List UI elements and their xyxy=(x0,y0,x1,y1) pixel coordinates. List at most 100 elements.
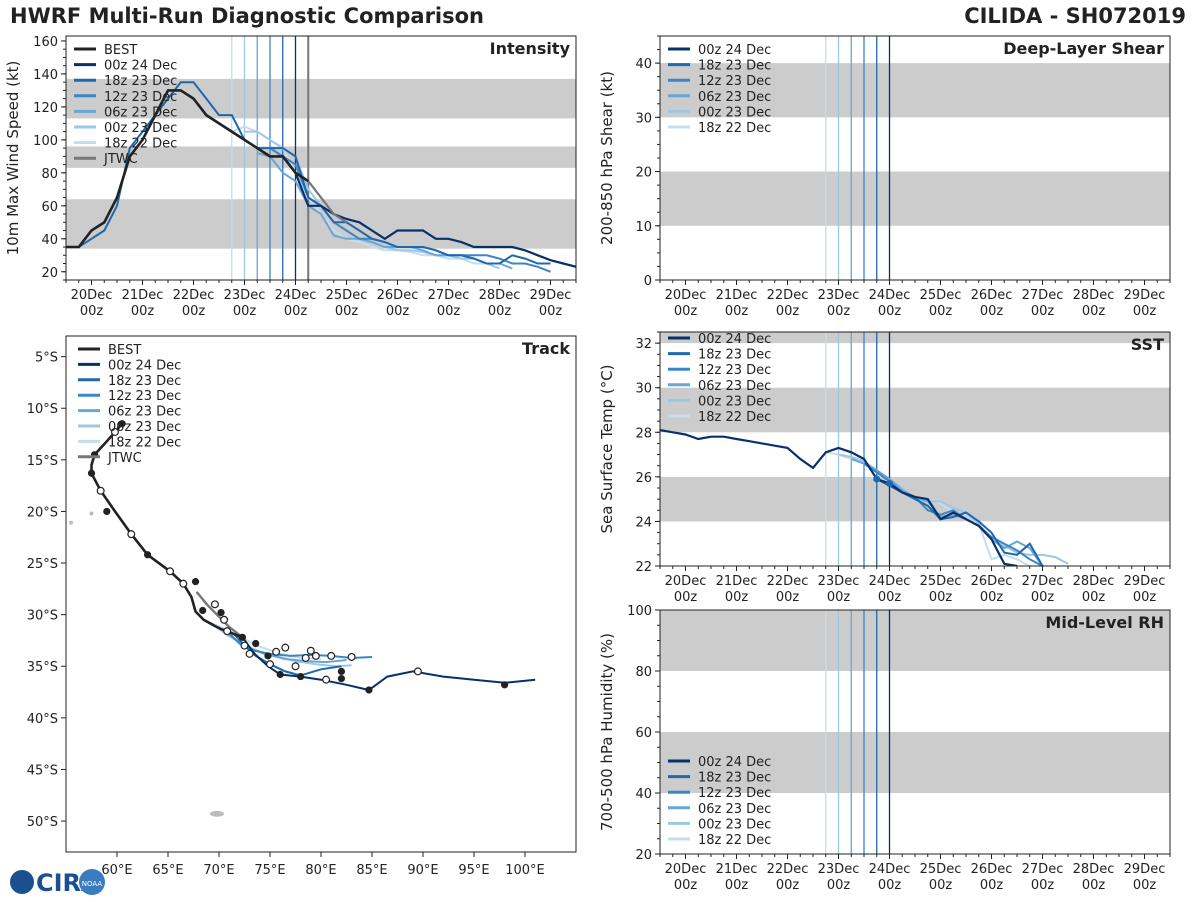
x-tick-hour: 00z xyxy=(980,878,1004,893)
y-tick-label: 40 xyxy=(41,233,58,248)
y-tick-label: 20 xyxy=(635,166,652,181)
y-tick-label: 120 xyxy=(33,101,58,116)
x-tick-hour: 00z xyxy=(1133,590,1157,605)
lat-tick-label: 5°S xyxy=(35,351,58,366)
lat-tick-label: 10°S xyxy=(27,402,58,417)
lat-tick-label: 45°S xyxy=(27,763,58,778)
x-tick-hour: 00z xyxy=(674,878,698,893)
shaded-band xyxy=(66,78,576,119)
x-tick-hour: 00z xyxy=(776,590,800,605)
track-point-open xyxy=(301,653,310,662)
x-tick-day: 20Dec xyxy=(665,862,707,877)
x-tick-hour: 00z xyxy=(386,304,410,319)
y-tick-label: 24 xyxy=(635,515,652,530)
x-tick-day: 24Dec xyxy=(869,288,911,303)
lon-tick-label: 60°E xyxy=(101,863,132,878)
y-axis-label: 10m Max Wind Speed (kt) xyxy=(4,61,22,256)
track-point-filled xyxy=(191,578,200,586)
y-tick-label: 32 xyxy=(635,337,652,352)
track-point-filled xyxy=(297,672,305,681)
y-tick-label: 100 xyxy=(627,604,652,619)
track-point-filled xyxy=(337,675,345,683)
track-point-filled xyxy=(118,420,126,428)
x-tick-day: 23Dec xyxy=(818,574,860,589)
x-tick-day: 24Dec xyxy=(869,574,911,589)
shaded-band xyxy=(660,732,1170,793)
x-tick-hour: 00z xyxy=(929,304,953,319)
x-tick-day: 26Dec xyxy=(971,574,1013,589)
series-line xyxy=(863,462,1043,566)
x-tick-hour: 00z xyxy=(1082,590,1106,605)
lon-tick-label: 95°E xyxy=(458,863,489,878)
x-tick-day: 28Dec xyxy=(1073,862,1115,877)
map-area xyxy=(69,420,536,817)
legend-label: 00z 24 Dec xyxy=(108,358,181,373)
x-tick-hour: 00z xyxy=(437,304,461,319)
track-point-open xyxy=(281,643,290,652)
panel-title: Track xyxy=(522,339,570,358)
x-tick-hour: 00z xyxy=(1133,304,1157,319)
legend-label: JTWC xyxy=(103,152,138,167)
x-tick-hour: 00z xyxy=(827,304,851,319)
plot-area xyxy=(660,332,1170,566)
y-tick-label: 20 xyxy=(41,266,58,281)
y-tick-label: 60 xyxy=(41,200,58,215)
track-point-open xyxy=(96,486,105,495)
track-point-open xyxy=(291,662,300,671)
noaa-seal-icon xyxy=(79,869,105,895)
jtwc-track xyxy=(195,591,244,639)
x-tick-day: 27Dec xyxy=(1022,574,1064,589)
panel-title: Intensity xyxy=(490,39,571,58)
y-tick-label: 80 xyxy=(41,167,58,182)
legend-label: 06z 23 Dec xyxy=(698,802,771,817)
x-tick-hour: 00z xyxy=(1031,304,1055,319)
x-tick-day: 25Dec xyxy=(920,574,962,589)
x-tick-day: 25Dec xyxy=(920,288,962,303)
y-tick-label: 160 xyxy=(33,35,58,50)
legend-label: JTWC xyxy=(107,451,142,466)
x-tick-day: 29Dec xyxy=(1124,574,1166,589)
legend-label: BEST xyxy=(108,343,141,358)
track-point-open xyxy=(272,647,281,656)
x-tick-hour: 00z xyxy=(284,304,308,319)
y-tick-label: 30 xyxy=(635,111,652,126)
x-tick-day: 22Dec xyxy=(767,862,809,877)
track-point-filled xyxy=(276,670,284,679)
track-map: 60°E 65°E 70°E 75°E 80°E 85°E 90°E 95°E 100°E 5°S… xyxy=(27,335,577,878)
track-point-open xyxy=(223,627,232,636)
x-tick-day: 21Dec xyxy=(716,862,758,877)
legend-label: 18z 22 Dec xyxy=(698,121,771,136)
x-tick-day: 28Dec xyxy=(1073,288,1115,303)
y-tick-label: 60 xyxy=(635,726,652,741)
legend-label: 12z 23 Dec xyxy=(698,363,771,378)
track-point-open xyxy=(245,649,254,658)
series-line xyxy=(660,429,1018,566)
legend-label: 12z 23 Dec xyxy=(108,389,181,404)
y-axis-label: 700-500 hPa Humidity (%) xyxy=(600,633,616,831)
x-tick-hour: 00z xyxy=(182,304,206,319)
track-point-filled xyxy=(501,681,509,689)
cira-logo: CIRA NOAA xyxy=(6,866,106,898)
track-point-filled xyxy=(103,507,111,516)
lon-tick-label: 65°E xyxy=(152,863,183,878)
y-tick-label: 140 xyxy=(33,68,58,83)
x-tick-hour: 00z xyxy=(878,590,902,605)
y-tick-label: 28 xyxy=(635,426,652,441)
lon-tick-label: 100°E xyxy=(505,863,545,878)
legend-label: 06z 23 Dec xyxy=(698,90,771,105)
legend-label: 06z 23 Dec xyxy=(104,105,177,120)
legend-label: 12z 23 Dec xyxy=(698,74,771,89)
island-shape xyxy=(209,810,224,817)
x-tick-day: 22Dec xyxy=(767,574,809,589)
shaded-band xyxy=(660,63,1170,118)
x-tick-hour: 00z xyxy=(674,304,698,319)
x-tick-day: 21Dec xyxy=(122,288,164,303)
series-line xyxy=(294,172,576,268)
x-tick-day: 27Dec xyxy=(1022,288,1064,303)
shaded-band xyxy=(660,332,1170,344)
x-tick-day: 26Dec xyxy=(377,288,419,303)
x-tick-day: 20Dec xyxy=(665,574,707,589)
x-tick-hour: 00z xyxy=(1082,878,1106,893)
track-point-open xyxy=(306,646,315,655)
lat-tick-label: 15°S xyxy=(27,454,58,469)
